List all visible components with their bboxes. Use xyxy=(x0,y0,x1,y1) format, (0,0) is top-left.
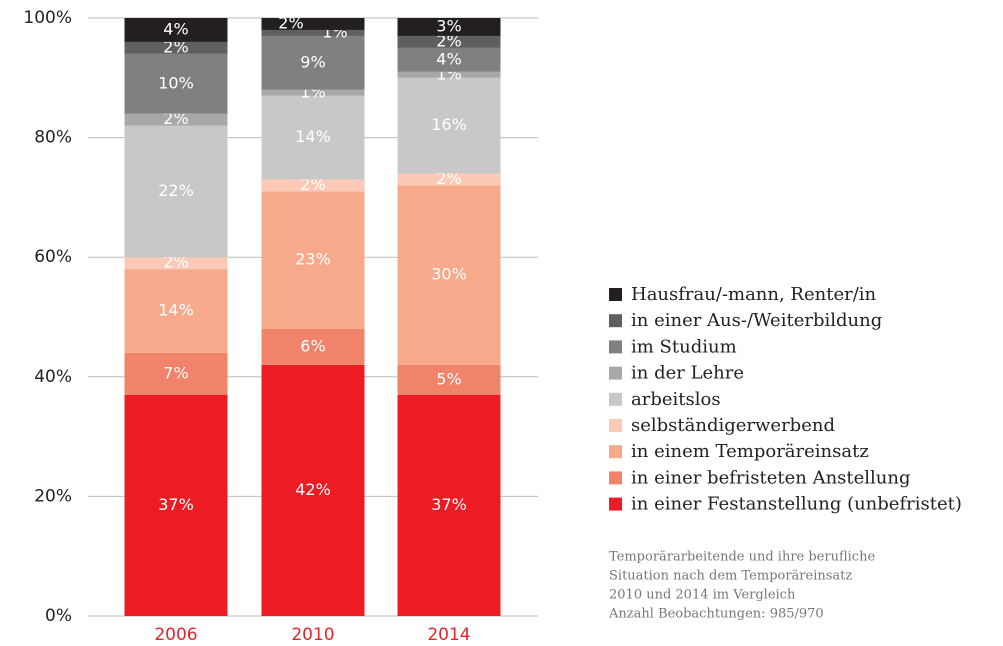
x-tick-label: 2006 xyxy=(154,625,197,645)
legend-swatch xyxy=(609,340,622,354)
y-tick-label: 100% xyxy=(23,8,72,28)
note: Anzahl Beobachtungen: 985/970 xyxy=(608,607,824,622)
bar-segment xyxy=(124,394,228,616)
bar-segment xyxy=(124,257,228,270)
bar-segment xyxy=(124,53,228,114)
value-label: 2% xyxy=(278,13,303,32)
note: Situation nach dem Temporäreinsatz xyxy=(609,569,852,584)
value-label: 14% xyxy=(295,127,331,146)
bar-segment xyxy=(397,77,501,174)
bar-segment xyxy=(261,191,365,329)
value-label: 2% xyxy=(163,37,188,56)
value-label: 2% xyxy=(300,175,325,194)
y-tick-label: 0% xyxy=(45,606,72,626)
legend-label: arbeitslos xyxy=(631,389,721,410)
bar-segment xyxy=(261,364,365,616)
bar-segment xyxy=(261,18,365,30)
bar-segment xyxy=(397,173,501,186)
bar-segment xyxy=(261,29,365,36)
bar-segment xyxy=(397,18,501,36)
x-tick-label: 2014 xyxy=(427,625,470,645)
value-label: 4% xyxy=(163,19,188,38)
legend-swatch xyxy=(609,471,622,485)
legend-label: in einer befristeten Anstellung xyxy=(631,467,911,488)
legend-label: in der Lehre xyxy=(631,363,744,384)
value-label: 10% xyxy=(158,73,194,92)
legend-label: in einer Festanstellung (unbefristet) xyxy=(631,494,962,515)
legend-swatch xyxy=(609,445,622,459)
bar-segment xyxy=(124,41,228,54)
value-label: 7% xyxy=(163,363,188,382)
value-label: 2% xyxy=(163,109,188,128)
value-label: 37% xyxy=(158,495,194,514)
legend-label: Hausfrau/-mann, Renter/in xyxy=(631,284,877,305)
bar-segment xyxy=(397,364,501,395)
legend-swatch xyxy=(609,366,622,380)
legend-label: in einem Temporäreinsatz xyxy=(631,441,869,462)
note: 2010 und 2014 im Vergleich xyxy=(609,588,796,603)
bar-segment xyxy=(397,47,501,72)
legend-swatch xyxy=(609,419,622,432)
value-label: 42% xyxy=(295,480,331,499)
value-label: 6% xyxy=(300,336,325,355)
bar-segment xyxy=(397,35,501,48)
y-tick-label: 40% xyxy=(34,367,72,387)
y-tick-label: 80% xyxy=(34,128,72,148)
bar-segment xyxy=(261,179,365,192)
value-label: 9% xyxy=(300,52,325,71)
bar-segment xyxy=(397,185,501,365)
bar-segment xyxy=(397,394,501,616)
value-label: 23% xyxy=(295,250,331,269)
bar-segment xyxy=(124,113,228,126)
bar-segment xyxy=(124,18,228,42)
legend-swatch xyxy=(609,314,622,328)
value-label: 37% xyxy=(431,495,467,514)
legend-label: selbständigerwerbend xyxy=(631,415,835,436)
bar-segment xyxy=(397,71,501,78)
bar-segment xyxy=(124,269,228,353)
value-label: 2% xyxy=(436,31,461,50)
legend-label: im Studium xyxy=(631,336,737,357)
bar-segment xyxy=(124,125,228,258)
y-tick-label: 20% xyxy=(34,486,72,506)
legend-swatch xyxy=(609,392,622,406)
value-label: 30% xyxy=(431,265,467,284)
value-label: 16% xyxy=(431,115,467,134)
legend-swatch xyxy=(609,288,622,301)
value-label: 14% xyxy=(158,301,194,320)
y-tick-label: 60% xyxy=(34,247,72,267)
bar-segment xyxy=(124,352,228,395)
value-label: 3% xyxy=(436,16,461,35)
x-tick-label: 2010 xyxy=(291,625,334,645)
note: Temporärarbeitende und ihre berufliche xyxy=(609,550,875,565)
legend-swatch xyxy=(609,497,622,511)
value-label: 2% xyxy=(163,253,188,272)
bar-segment xyxy=(261,89,365,96)
value-label: 4% xyxy=(436,49,461,68)
bar-segment xyxy=(261,35,365,90)
value-label: 22% xyxy=(158,181,194,200)
bar-segment xyxy=(261,95,365,180)
bar-segment xyxy=(261,328,365,365)
legend-label: in einer Aus-/Weiterbildung xyxy=(631,310,882,331)
value-label: 2% xyxy=(436,169,461,188)
value-label: 5% xyxy=(436,369,461,388)
